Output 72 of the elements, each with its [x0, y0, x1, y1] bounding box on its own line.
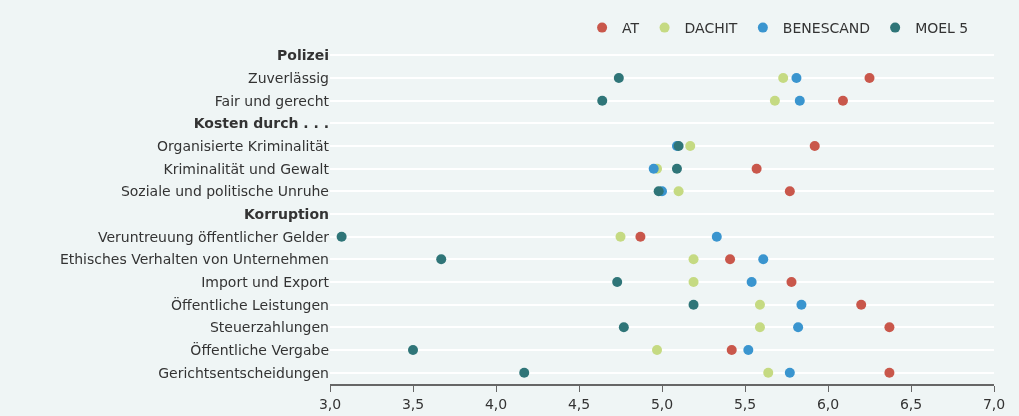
point	[754, 322, 765, 333]
y-tick-label: Fair und gerecht	[214, 92, 330, 109]
legend-label: DACHIT	[684, 20, 738, 37]
point	[791, 73, 802, 83]
point	[763, 367, 774, 378]
point	[635, 231, 646, 242]
point	[688, 277, 699, 287]
point	[612, 277, 623, 287]
y-tick-label: Veruntreuung öffentlicher Gelder	[97, 228, 330, 245]
point	[751, 163, 762, 174]
x-tick-label: 5,0	[650, 395, 674, 412]
point	[726, 345, 737, 355]
point	[746, 277, 757, 287]
point	[778, 73, 789, 83]
point	[648, 163, 659, 174]
y-tick-label: Soziale und politische Unruhe	[120, 183, 329, 200]
point	[793, 322, 804, 333]
point	[786, 277, 797, 287]
y-tick-label: Organisierte Kriminalität	[156, 137, 330, 154]
point	[688, 299, 699, 310]
x-tick-label: 5,5	[733, 395, 757, 412]
point	[725, 254, 736, 265]
point	[769, 95, 780, 106]
y-tick-label: Gerichtsentscheidungen	[158, 364, 329, 381]
point	[743, 345, 754, 355]
point	[671, 163, 682, 174]
point	[613, 73, 624, 83]
point	[809, 141, 820, 151]
point	[519, 367, 530, 378]
legend-label: AT	[622, 20, 640, 37]
point	[884, 367, 895, 378]
point	[837, 95, 848, 106]
y-tick-label: Zuverlässig	[248, 69, 329, 86]
legend-label: BENESCAND	[782, 20, 871, 37]
x-tick-label: 7,0	[982, 395, 1006, 412]
y-tick-label: Korruption	[243, 205, 329, 222]
point	[436, 254, 447, 265]
y-tick-label: Import und Export	[201, 273, 330, 290]
point	[597, 95, 608, 106]
y-tick-label: Öffentliche Leistungen	[170, 295, 329, 313]
x-tick-label: 6,5	[899, 395, 923, 412]
point	[336, 231, 347, 242]
point	[615, 231, 626, 242]
x-tick-label: 6,0	[816, 395, 840, 412]
point	[618, 322, 629, 333]
y-tick-label: Ethisches Verhalten von Unternehmen	[59, 251, 329, 268]
point	[856, 299, 867, 310]
point	[408, 345, 418, 355]
point	[758, 254, 769, 265]
point	[784, 367, 795, 378]
legend-label: MOEL 5	[915, 20, 969, 37]
x-tick-label: 3,0	[318, 395, 342, 412]
x-tick-label: 4,5	[567, 395, 591, 412]
point	[673, 186, 684, 197]
x-tick-label: 4,0	[484, 395, 508, 412]
y-tick-label: Polizei	[277, 47, 329, 64]
point	[685, 141, 696, 151]
point	[864, 73, 875, 83]
point	[711, 231, 722, 242]
point	[796, 299, 807, 310]
y-tick-label: Kriminalität und Gewalt	[163, 160, 330, 177]
point	[688, 254, 699, 265]
x-tick-label: 3,5	[401, 395, 425, 412]
y-tick-label: Kosten durch . . .	[193, 115, 329, 132]
point	[754, 299, 765, 310]
point	[794, 95, 805, 106]
y-tick-label: Steuerzahlungen	[209, 319, 329, 336]
point	[653, 186, 664, 197]
point	[784, 186, 795, 197]
point	[652, 345, 663, 355]
y-tick-label: Öffentliche Vergabe	[190, 340, 329, 358]
point	[884, 322, 895, 333]
